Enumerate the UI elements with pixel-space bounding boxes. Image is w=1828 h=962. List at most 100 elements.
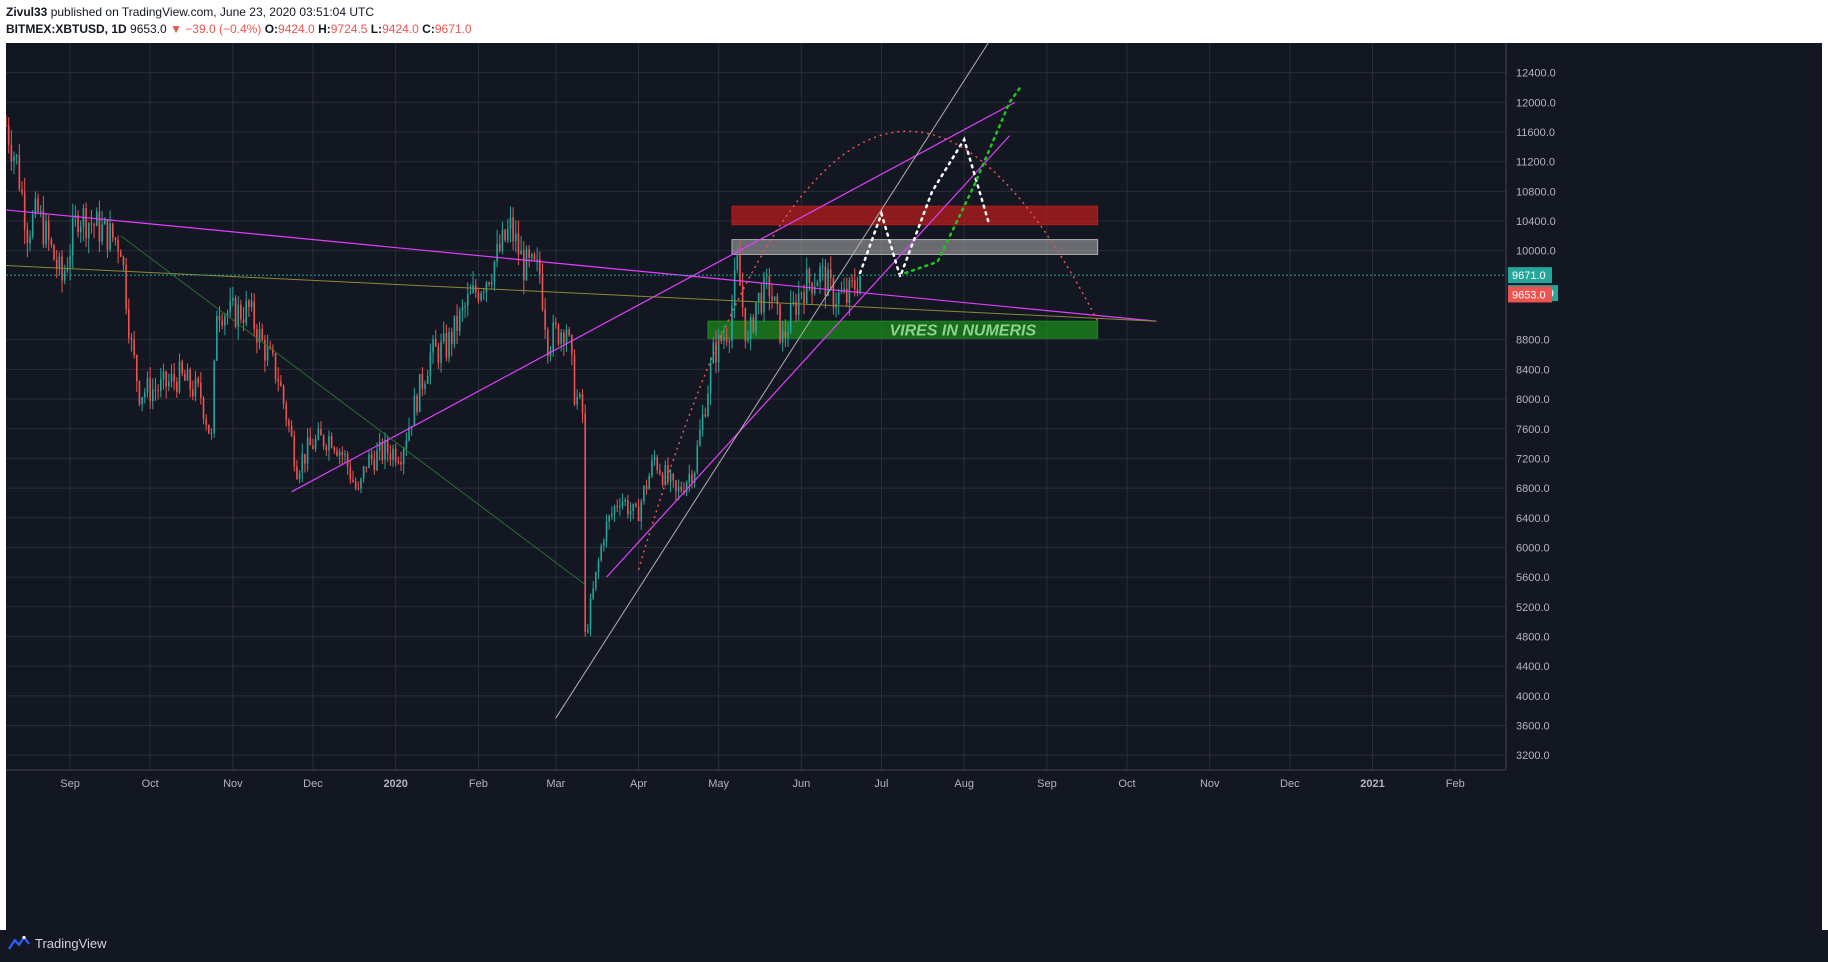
candle-body [584,413,586,632]
price-tick-label: 4400.0 [1516,661,1550,673]
ohlc-legend: BITMEX:XBTUSD, 1D 9653.0 ▼ −39.0 (−0.4%)… [6,22,472,36]
price-change: ▼ −39.0 (−0.4%) [170,22,262,36]
trend-line-descending [6,209,1157,322]
candle-body [370,454,373,460]
price-tick-label: 8400.0 [1516,364,1550,376]
candle-body [176,381,178,393]
candle-body [386,440,389,454]
candlestick-chart[interactable]: 3200.0 3600.0 4000.0 4400.0 4800.0 5200.0 5600… [6,43,1822,939]
last-price-tag [1508,267,1552,284]
candle-body [789,303,792,333]
candle-body [773,296,776,301]
symbol-label[interactable]: BITMEX:XBTUSD, 1D [6,22,127,36]
candle-body [352,479,354,482]
candle-body [357,488,360,490]
candle-body [354,481,357,489]
author-name[interactable]: Zivul33 [6,5,48,19]
trend-line-flat [6,265,1157,322]
candle-body [840,291,843,293]
candle-body [301,453,304,474]
price-tick-label: 8800.0 [1516,335,1550,347]
candle-body [224,316,226,326]
candle-body [482,292,485,294]
open-value: 9424.0 [278,22,315,36]
candle-body [779,304,781,343]
candle-body [728,340,731,342]
candle-body [496,243,498,262]
zone-label: VIRES IN NUMERIS [889,323,1036,340]
candle-body [21,189,23,193]
candle-body [394,448,397,463]
candle-body [135,355,138,382]
candle-body [157,390,159,392]
candle-body [373,459,376,471]
candle-body [456,315,458,332]
candle-body [632,503,635,512]
candle-body [829,269,832,279]
tradingview-logo[interactable]: TradingView [8,935,107,951]
candle-body [635,503,637,507]
candle-body [621,501,624,506]
candle-body [648,475,651,490]
candle-body [715,342,717,363]
candle-body [93,224,95,226]
candle-body [50,239,53,246]
candle-body [322,435,325,447]
candle-body [381,441,384,460]
candle-body [146,378,149,393]
candle-body [376,450,378,471]
candle-body [488,282,490,285]
candle-body [685,482,688,493]
candle-body [234,298,237,327]
candle-body [717,334,720,363]
time-tick-label: May [708,778,729,790]
candle-body [699,430,701,446]
time-tick-label: Feb [1446,778,1465,790]
candle-body [274,353,277,380]
candle-body [125,264,127,309]
candle-body [240,304,242,320]
candle-body [597,560,600,572]
candle-body [837,292,840,305]
candle-body [42,210,45,245]
price-tick-label: 6400.0 [1516,513,1550,525]
candle-body [627,499,629,515]
price-tick-label: 3600.0 [1516,720,1550,732]
candle-body [603,540,605,546]
candle-body [757,292,760,303]
candle-body [13,156,15,162]
candle-body [237,304,240,327]
candle-body [709,363,712,394]
price-tick-label: 10800.0 [1516,186,1556,198]
price-tick-label: 11600.0 [1516,127,1555,139]
price-zone-1 [731,205,1099,226]
candle-body [784,330,787,338]
candle-body [47,221,50,240]
candle-body [600,545,602,561]
candle-body [218,315,221,321]
candle-body [659,470,661,475]
candle-body [571,335,573,355]
candle-body [37,198,39,212]
candle-body [517,233,520,255]
candle-body [178,361,181,393]
candle-body [432,338,434,353]
candle-body [853,280,856,290]
candle-body [563,332,565,344]
candle-body [186,369,189,381]
candle-body [522,250,525,281]
published-text: published on TradingView.com, June 23, 2… [47,5,375,19]
candle-body [320,429,322,436]
candle-body [643,485,645,502]
candle-body [277,379,280,382]
candle-body [336,450,338,456]
candle-body [472,285,474,293]
candle-body [851,279,853,281]
candle-body [765,276,768,278]
chart-area[interactable]: 3200.0 3600.0 4000.0 4400.0 4800.0 5200.0 5600… [6,43,1822,939]
candle-body [138,381,141,405]
candle-body [31,214,34,237]
candle-body [90,223,93,225]
candle-body [26,229,29,243]
candle-body [589,598,592,630]
